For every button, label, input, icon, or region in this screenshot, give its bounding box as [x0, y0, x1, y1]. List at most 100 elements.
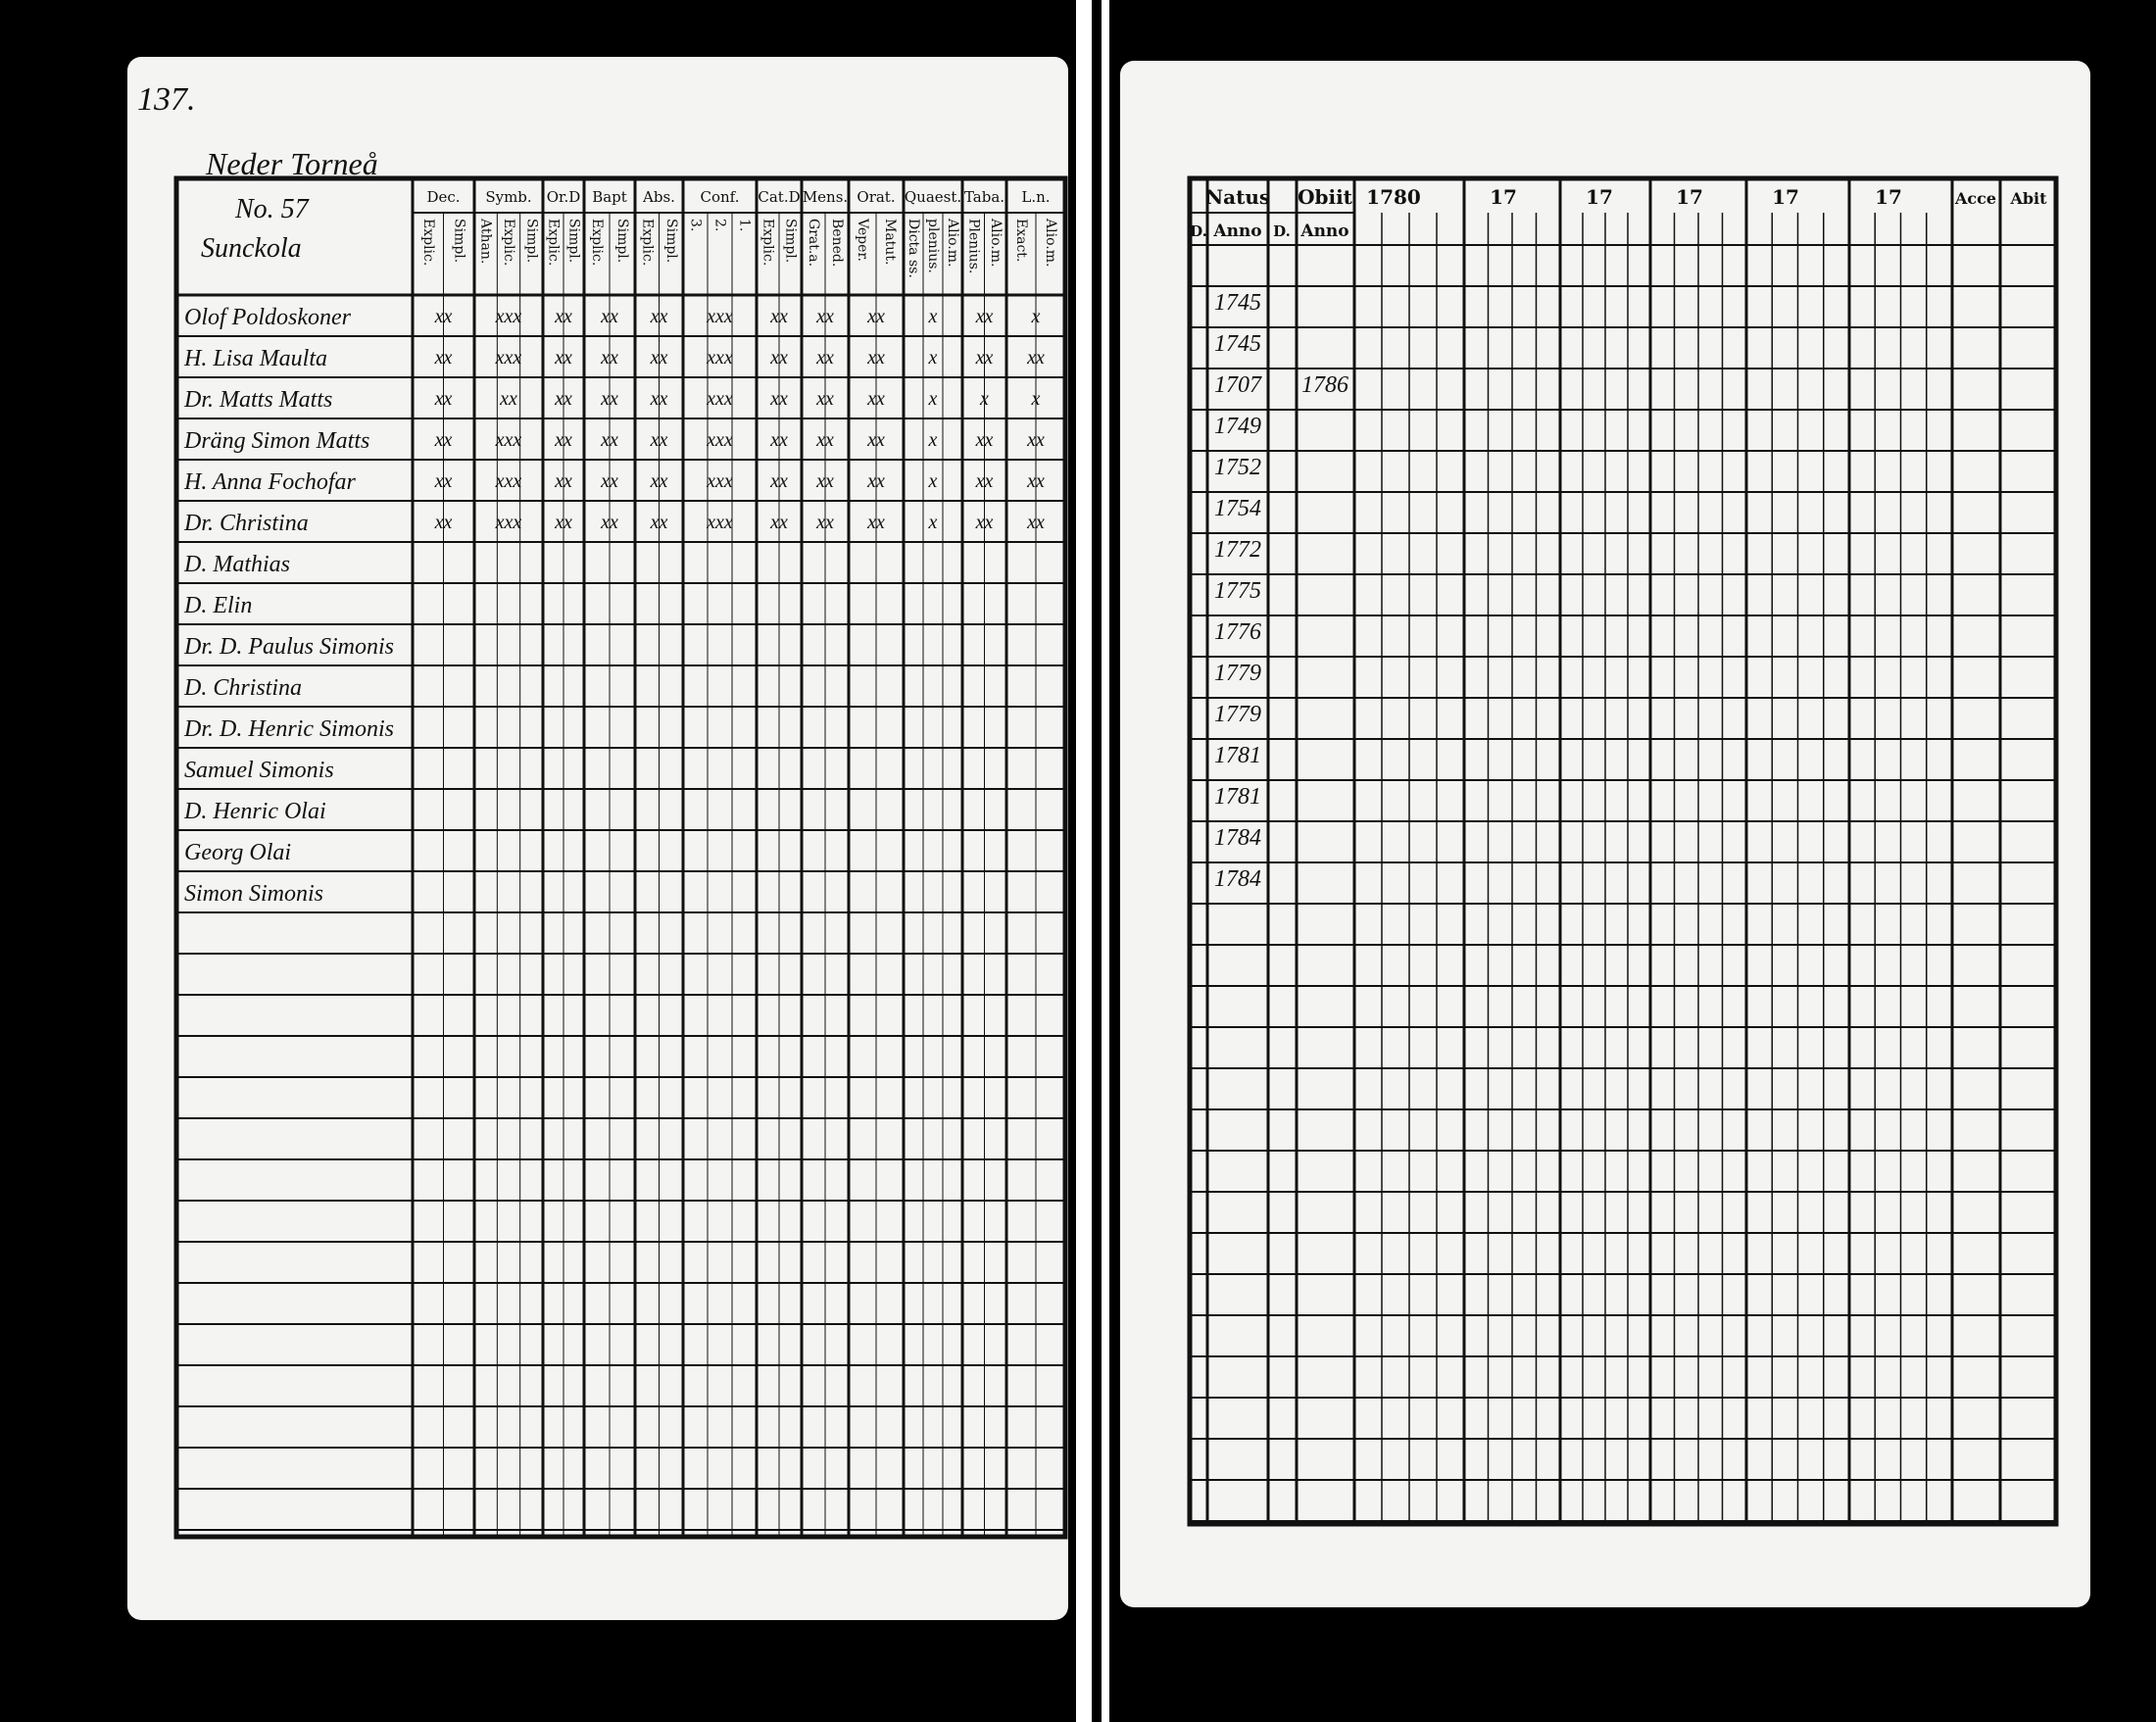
year-header: 17	[1586, 185, 1613, 209]
mark: xx	[650, 429, 668, 451]
mark: xx	[554, 512, 572, 533]
page-number: 137.	[137, 81, 196, 118]
obiit-header: Obiit	[1298, 185, 1353, 209]
year-header: 17	[1490, 185, 1517, 209]
column-subheader: Explic.	[639, 219, 655, 266]
column-header: Cat.D	[758, 188, 800, 206]
mark: xxx	[495, 512, 522, 533]
mark: xx	[434, 429, 453, 451]
mark: xx	[769, 347, 788, 369]
mark: xx	[554, 306, 572, 327]
death-year: 1786	[1301, 372, 1348, 398]
accessit-header: Acce	[1954, 189, 1996, 208]
mark: x	[928, 470, 938, 492]
household: No. 57	[234, 194, 310, 224]
person-name: Dräng Simon Matts	[183, 428, 369, 454]
mark: xxx	[706, 470, 733, 492]
mark: x	[928, 388, 938, 410]
column-header: Or.D	[547, 188, 581, 206]
anno-header: Anno	[1299, 221, 1348, 241]
farm: Sunckola	[201, 233, 302, 264]
year-header: 17	[1676, 185, 1703, 209]
binding	[1102, 0, 1109, 1722]
mark: xxx	[495, 306, 522, 327]
mark: xx	[815, 306, 834, 327]
column-header: Dec.	[426, 188, 460, 206]
mark: xx	[866, 512, 885, 533]
column-subheader: Simpl.	[663, 219, 679, 263]
person-name: Olof Poldoskoner	[184, 305, 352, 330]
mark: xx	[600, 347, 618, 369]
mark: xx	[650, 306, 668, 327]
birth-year: 1779	[1214, 702, 1261, 727]
column-subheader: Explic.	[760, 219, 776, 266]
column-subheader: Simpl.	[614, 219, 630, 263]
column-subheader: Explic.	[501, 219, 516, 266]
mark: xxx	[706, 512, 733, 533]
mark: xx	[600, 306, 618, 327]
abiit-header: Abit	[2009, 189, 2047, 208]
mark: xx	[975, 347, 994, 369]
column-subheader: Explic.	[589, 219, 605, 266]
person-name: Dr. D. Henric Simonis	[183, 716, 394, 742]
mark: xx	[554, 347, 572, 369]
birth-year: 1707	[1214, 372, 1262, 398]
column-header: Abs.	[642, 188, 675, 206]
mark: xx	[650, 347, 668, 369]
mark: xx	[975, 429, 994, 451]
mark: xx	[554, 429, 572, 451]
mark: xx	[769, 512, 788, 533]
natus-header: Natus	[1205, 185, 1270, 209]
mark: xx	[866, 388, 885, 410]
birth-year: 1754	[1214, 496, 1261, 521]
birth-year: 1745	[1214, 331, 1261, 357]
column-subheader: plenius.	[925, 219, 941, 273]
mark: xx	[1026, 347, 1045, 369]
mark: xx	[600, 512, 618, 533]
mark: x	[928, 429, 938, 451]
day-header: D.	[1190, 222, 1207, 240]
column-header: Taba.	[964, 188, 1004, 206]
mark: xx	[769, 429, 788, 451]
person-name: D. Mathias	[183, 552, 290, 577]
mark: xx	[1026, 512, 1045, 533]
left-page	[127, 57, 1068, 1620]
column-subheader: Athan.	[478, 218, 494, 264]
mark: xx	[815, 429, 834, 451]
person-name: D. Elin	[183, 593, 252, 618]
mark: xxx	[706, 347, 733, 369]
column-subheader: Veper.	[855, 218, 870, 262]
mark: xx	[434, 470, 453, 492]
column-subheader: Simpl.	[783, 219, 799, 263]
column-subheader: Grat.a.	[806, 219, 821, 267]
column-header: Bapt	[592, 188, 627, 206]
year-header: 17	[1772, 185, 1799, 209]
mark: xxx	[495, 429, 522, 451]
mark: x	[928, 512, 938, 533]
column-subheader: Simpl.	[523, 219, 539, 263]
person-name: Georg Olai	[184, 840, 291, 865]
person-name: Dr. Matts Matts	[183, 387, 332, 413]
mark: xx	[650, 470, 668, 492]
birth-year: 1775	[1214, 578, 1261, 604]
column-header: Mens.	[803, 188, 848, 206]
mark: x	[979, 388, 989, 410]
column-subheader: 3.	[688, 219, 704, 231]
birth-year: 1752	[1214, 455, 1261, 480]
mark: x	[928, 347, 938, 369]
year-header: 1780	[1366, 185, 1421, 209]
column-subheader: Explic.	[546, 219, 562, 266]
birth-year: 1779	[1214, 661, 1261, 686]
mark: xx	[769, 470, 788, 492]
mark: xx	[434, 512, 453, 533]
mark: x	[928, 306, 938, 327]
mark: xx	[866, 429, 885, 451]
person-name: Dr. Christina	[183, 511, 309, 536]
column-subheader: Bened.	[829, 219, 845, 267]
birth-year: 1781	[1214, 784, 1261, 810]
birth-year: 1784	[1214, 825, 1261, 851]
mark: xxx	[495, 470, 522, 492]
column-subheader: Matut.	[882, 219, 898, 265]
mark: xxx	[495, 347, 522, 369]
